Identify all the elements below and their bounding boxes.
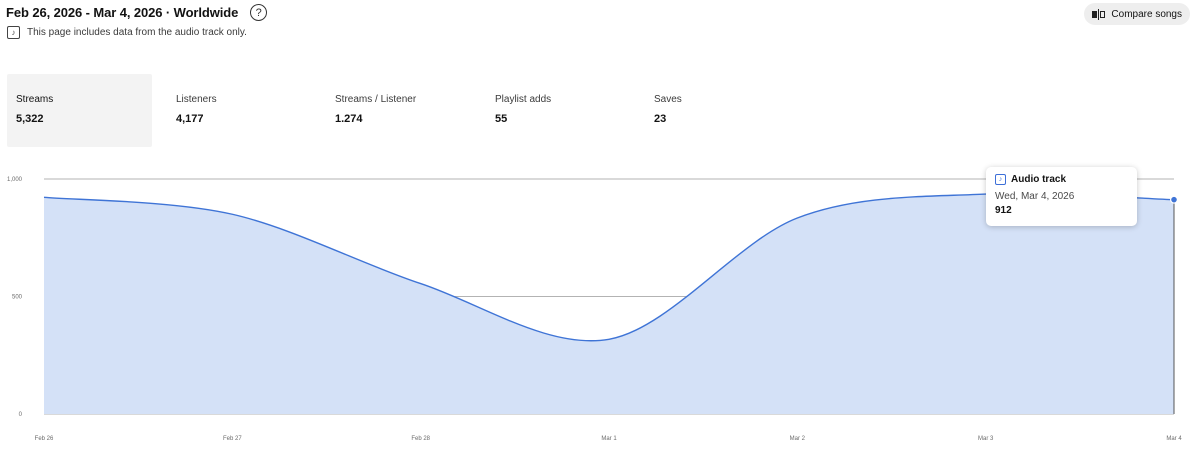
x-tick-label: Feb 26 [35, 436, 54, 442]
metric-tabs: Streams 5,322 Listeners 4,177 Streams / … [7, 74, 907, 147]
x-tick-label: Mar 2 [790, 436, 806, 442]
audio-track-icon: ♪ [7, 26, 20, 39]
audio-track-icon: ♪ [995, 174, 1006, 185]
data-point[interactable] [230, 212, 234, 216]
data-point[interactable] [607, 337, 611, 341]
metric-tab-streams[interactable]: Streams 5,322 [7, 74, 152, 147]
y-tick-label: 500 [12, 295, 23, 301]
metric-value: 1.274 [335, 113, 363, 125]
metric-label: Streams [16, 94, 54, 105]
metric-value: 4,177 [176, 113, 204, 125]
metric-tab-listeners[interactable]: Listeners 4,177 [167, 74, 312, 147]
streams-area-chart[interactable]: 0 500 1,000 Feb 26 Feb 27 Feb 28 Mar 1 Mar 2 Ma… [0, 160, 1200, 462]
metric-label: Playlist adds [495, 94, 552, 105]
metric-value: 5,322 [16, 113, 44, 125]
note-text: This page includes data from the audio t… [27, 27, 247, 38]
page-header: Feb 26, 2026 - Mar 4, 2026 · Worldwide ? [6, 4, 268, 21]
data-point-highlighted[interactable] [1169, 195, 1178, 204]
compare-icon [1091, 8, 1106, 20]
help-icon[interactable]: ? [250, 4, 268, 21]
x-tick-label: Mar 1 [601, 436, 617, 442]
metric-tab-playlist-adds[interactable]: Playlist adds 55 [486, 74, 631, 147]
y-tick-label: 1,000 [7, 177, 23, 183]
tooltip-value: 912 [995, 205, 1012, 216]
metric-label: Streams / Listener [335, 94, 417, 105]
y-axis: 0 500 1,000 [7, 177, 23, 418]
x-tick-label: Mar 4 [1166, 436, 1182, 442]
metric-label: Listeners [176, 94, 217, 105]
data-point[interactable] [42, 195, 46, 199]
x-tick-label: Feb 28 [411, 436, 430, 442]
tooltip-date: Wed, Mar 4, 2026 [995, 191, 1075, 202]
tooltip-series-name: Audio track [1011, 174, 1067, 185]
metric-value: 55 [495, 113, 508, 125]
series-line-audio-track [43, 192, 1175, 342]
metric-tab-saves[interactable]: Saves 23 [645, 74, 790, 147]
metric-value: 23 [654, 113, 667, 125]
x-tick-label: Feb 27 [223, 436, 242, 442]
x-tick-label: Mar 3 [978, 436, 994, 442]
area-fill [44, 193, 1174, 414]
compare-songs-label: Compare songs [1111, 8, 1182, 20]
data-point[interactable] [419, 282, 423, 286]
data-points [42, 195, 1178, 341]
chart-tooltip: ♪ Audio track Wed, Mar 4, 2026 912 [986, 167, 1137, 226]
x-axis: Feb 26 Feb 27 Feb 28 Mar 1 Mar 2 Mar 3 Mar 4 [35, 436, 1183, 442]
data-point[interactable] [795, 216, 799, 220]
page-title: Feb 26, 2026 - Mar 4, 2026 · Worldwide [6, 5, 239, 20]
metric-tab-streams-per-listener[interactable]: Streams / Listener 1.274 [326, 74, 471, 147]
metric-label: Saves [654, 94, 682, 105]
compare-songs-button[interactable]: Compare songs [1083, 3, 1190, 25]
y-tick-label: 0 [19, 412, 23, 418]
audio-only-note: ♪ This page includes data from the audio… [7, 26, 247, 39]
